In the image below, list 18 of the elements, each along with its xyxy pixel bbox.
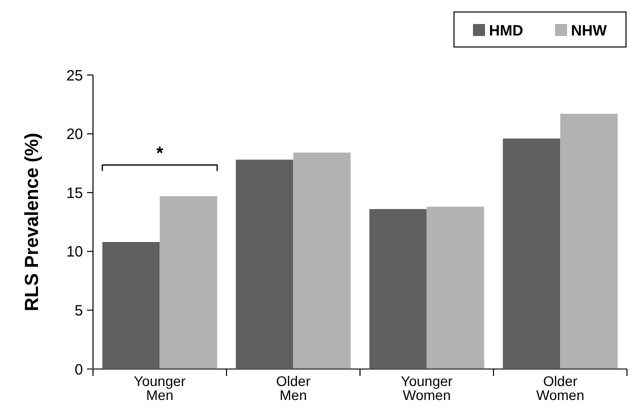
annotation: * bbox=[156, 143, 164, 163]
legend-label: HMD bbox=[489, 22, 524, 40]
x-tick-label: Younger Men bbox=[134, 373, 186, 403]
bar bbox=[426, 206, 484, 369]
y-axis-title: RLS Prevalence (%) bbox=[22, 132, 43, 312]
y-tick-label: 20 bbox=[66, 126, 83, 144]
bar bbox=[160, 196, 218, 369]
y-tick-label: 10 bbox=[66, 244, 83, 261]
y-tick-label: 25 bbox=[66, 67, 83, 84]
x-tick-label: Older Men bbox=[276, 373, 311, 403]
bar bbox=[560, 114, 618, 369]
legend-label: NHW bbox=[571, 22, 608, 40]
y-tick-label: 0 bbox=[74, 361, 83, 378]
x-tick-label: Older Women bbox=[536, 373, 584, 403]
y-tick-label: 5 bbox=[74, 302, 83, 320]
x-tick-label: Younger Women bbox=[400, 373, 453, 403]
y-tick-label: 15 bbox=[66, 184, 83, 202]
bar bbox=[293, 152, 351, 369]
